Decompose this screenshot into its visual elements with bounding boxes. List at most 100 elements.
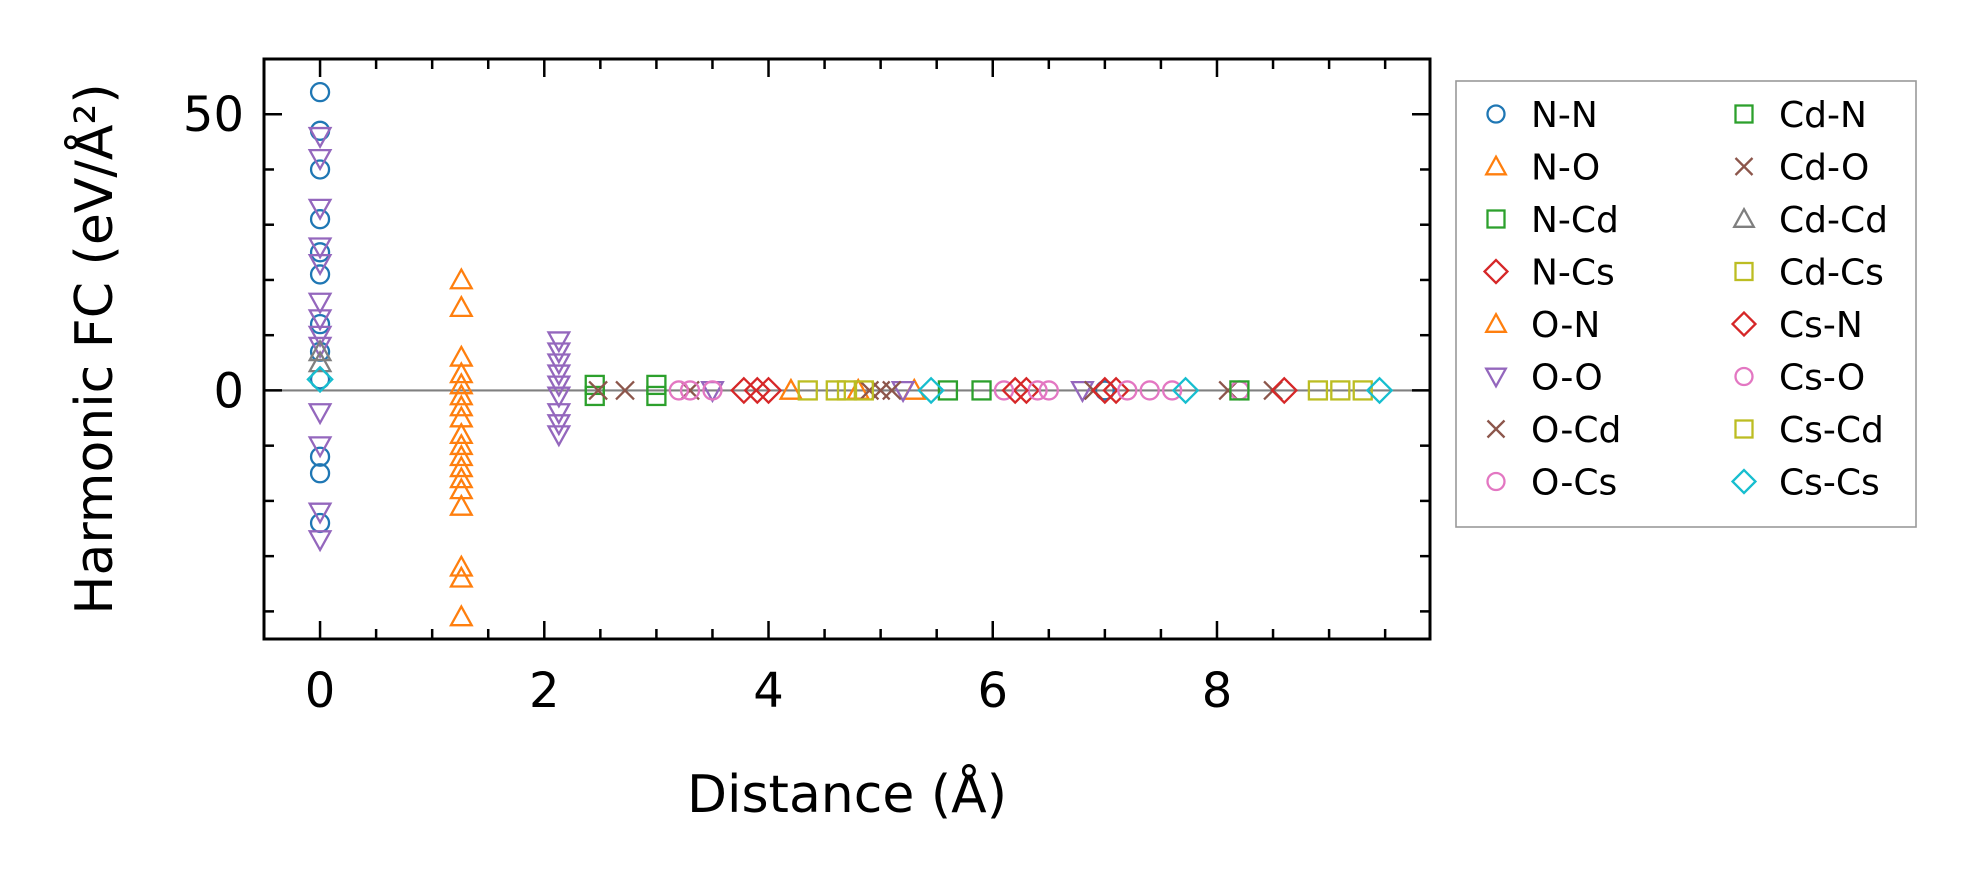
data-point-n-o [449,394,474,417]
legend-marker [1486,104,1506,124]
legend-entry: Cs-Cs [1730,463,1880,504]
data-point-cs-n [1001,376,1029,405]
data-point-o-o [890,380,916,404]
data-point-o-o [307,292,333,315]
series-cd-cs [797,380,1351,401]
legend-marker [1482,258,1510,285]
series-cs-n [1001,376,1299,405]
legend-marker [1734,261,1754,282]
data-point-cd-n [937,380,959,401]
legend-marker [1730,310,1758,338]
legend-marker [1484,311,1508,333]
data-point-n-o [449,294,474,318]
x-tick-label: 0 [305,663,336,719]
data-point-o-o [546,375,572,398]
data-point-o-o [546,386,572,409]
data-point-n-cd [646,374,667,396]
y-tick-label: 0 [213,363,244,419]
legend-label: O-N [1531,305,1600,346]
data-point-n-n [1094,380,1116,401]
legend-entry: O-N [1484,305,1600,346]
data-point-o-o [546,364,572,387]
data-point-cd-o [870,380,891,401]
data-point-o-o [307,403,333,426]
legend-label: N-O [1531,148,1600,189]
data-point-n-n [309,209,331,230]
legend-label: Cs-Cd [1779,410,1884,451]
data-point-n-n [309,242,331,263]
legend-label: N-Cd [1531,200,1619,241]
x-tick-label: 6 [977,663,1008,719]
series-cs-cs [306,365,1394,405]
data-point-cd-n [971,380,992,401]
legend-entry: Cd-O [1734,148,1869,189]
legend-entry: N-Cs [1482,253,1615,294]
data-point-cs-cd [1352,380,1373,401]
data-point-n-n [309,159,331,180]
legend-marker [1734,366,1754,387]
legend-entry: O-Cs [1486,463,1617,504]
legend-marker [1732,206,1756,228]
data-point-n-cs [730,376,758,405]
legend-marker [1734,104,1754,124]
data-point-n-o [449,466,474,489]
data-point-n-o [449,421,474,445]
y-axis-title: Harmonic FC (eV/Å²) [63,83,125,614]
data-point-cd-cs [825,380,846,401]
data-point-cd-cs [1330,380,1351,401]
legend-entry: O-O [1484,358,1603,399]
data-point-o-cs [702,380,723,401]
data-point-n-n [309,81,331,103]
y-tick-label: 50 [183,87,244,143]
data-point-o-o [307,530,333,553]
data-point-o-o [307,309,333,332]
data-point-o-cs [668,380,689,401]
series-cd-cd [307,339,333,373]
data-point-cs-cs [1365,376,1394,405]
legend: N-N N-O N-Cd N-Cs O-N O-O O-Cd O-Cs Cd-N Cd-O Cd-C… [1455,80,1917,528]
data-point-o-o [307,237,333,260]
legend-marker [1484,154,1508,176]
data-point-n-o [449,372,474,395]
data-point-o-cs [1139,380,1160,401]
data-point-o-o [307,148,333,172]
legend-marker [1486,419,1506,439]
series-n-o [449,267,474,627]
data-point-o-o [546,403,572,426]
legend-marker [1734,157,1754,176]
legend-marker [1484,367,1508,389]
data-point-n-cs [754,376,783,405]
x-axis-title: Distance (Å) [687,763,1007,825]
axes: 0 2 4 6 8 0 50 [183,57,1432,719]
data-point-n-n [309,463,331,484]
data-point-o-o [307,502,333,525]
data-point-n-n [309,313,331,335]
data-point-n-o [449,432,474,456]
legend-entry: N-O [1484,148,1600,189]
data-point-cs-cd [836,380,858,401]
legend-label: Cd-N [1779,95,1867,136]
legend-label: O-Cs [1531,463,1617,504]
data-point-o-o [546,425,572,448]
legend-label: Cs-Cs [1779,463,1880,504]
legend-label: N-Cs [1531,253,1615,294]
data-point-n-n [309,264,331,285]
data-point-n-cs [1102,376,1130,405]
legend-marker [1730,468,1758,495]
data-point-n-o [449,604,474,627]
data-point-n-o [449,443,474,467]
data-point-cs-o [1117,380,1138,401]
data-point-o-cs [993,380,1015,401]
x-tick-label: 8 [1202,663,1233,719]
legend-entry: Cs-O [1734,358,1865,399]
data-point-o-o [546,353,572,376]
data-point-n-cs [743,376,772,405]
data-point-cd-cd [307,350,333,373]
data-point-o-o [307,336,333,359]
data-point-o-cd [615,380,635,401]
data-point-n-o [449,455,474,478]
data-point-n-o [449,361,474,384]
legend-label: O-Cd [1531,410,1621,451]
data-point-o-cd [588,380,608,401]
legend-marker [1734,419,1754,439]
